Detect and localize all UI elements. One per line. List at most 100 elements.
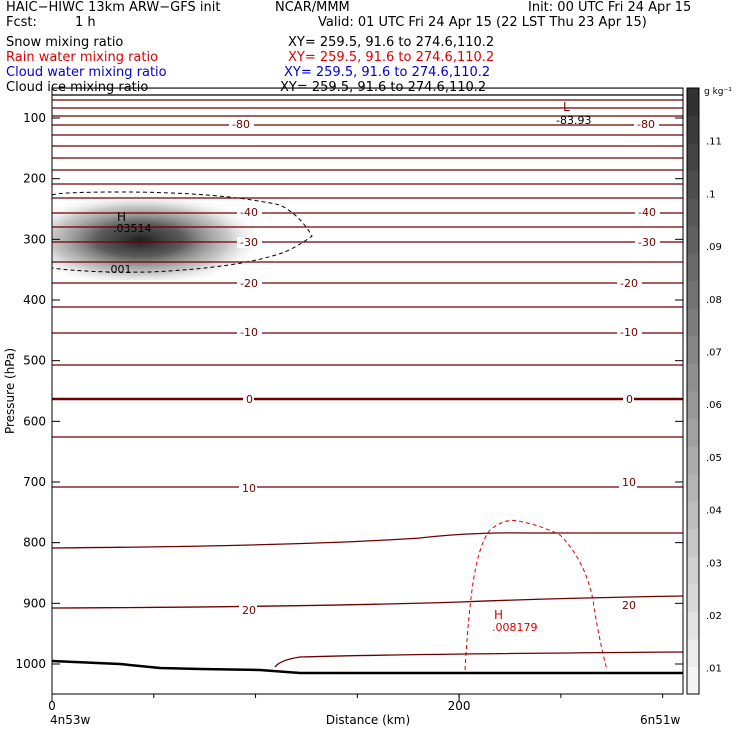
- contour-label-bg: [237, 278, 262, 289]
- init-time: Init: 00 UTC Fri 24 Apr 15: [528, 0, 692, 15]
- colorbar-swatch: [687, 253, 699, 282]
- high-value: .03514: [113, 222, 152, 235]
- colorbar-swatch: [687, 225, 699, 254]
- contour-label-bg: [619, 600, 637, 611]
- colorbar-frame: [686, 87, 700, 695]
- contour-label-bg: [239, 483, 257, 494]
- contour-label-bg: [635, 207, 660, 218]
- y-tick-label: 300: [23, 232, 46, 246]
- colorbar-tick-label: .11: [706, 137, 722, 148]
- y-tick-label: 500: [23, 354, 46, 368]
- colorbar-tick-label: .04: [706, 506, 722, 517]
- temperature-label: -30: [638, 236, 656, 249]
- contour-label-bg: [243, 394, 254, 405]
- low-marker: L: [563, 100, 570, 114]
- colorbar-swatch: [687, 501, 699, 530]
- temperature-label: -20: [620, 277, 638, 290]
- colorbar-swatch: [687, 556, 699, 585]
- contour-label-bg: [239, 605, 257, 616]
- temperature-contour: [52, 595, 683, 609]
- y-tick-label: 900: [23, 596, 46, 610]
- colorbar-swatch: [687, 446, 699, 475]
- field-name: Rain water mixing ratio: [6, 50, 159, 65]
- rain-contour: [464, 519, 608, 671]
- colorbar-swatch: [687, 418, 699, 447]
- colorbar-swatch: [687, 198, 699, 227]
- y-axis-label: Pressure (hPa): [3, 348, 17, 434]
- temperature-label: 0: [626, 393, 633, 406]
- temperature-label: -20: [240, 277, 258, 290]
- terrain-line: [51, 659, 683, 675]
- colorbar-tick-label: .01: [706, 664, 722, 675]
- colorbar-tick-label: .07: [706, 347, 722, 358]
- contour-label-bg: [634, 119, 659, 130]
- y-tick-label: 800: [23, 536, 46, 550]
- colorbar-swatch: [687, 335, 699, 364]
- y-tick-label: 100: [23, 111, 46, 125]
- colorbar-swatch: [687, 473, 699, 502]
- fcst-value: 1 h: [75, 15, 96, 30]
- temperature-label: -10: [240, 326, 258, 339]
- colorbar-tick-label: .05: [706, 453, 722, 464]
- snow-mixing-shading: [52, 200, 262, 280]
- colorbar-tick-label: .03: [706, 558, 722, 569]
- model-title: HAIC−HIWC 13km ARW−GFS init: [6, 0, 221, 15]
- y-tick-label: 400: [23, 293, 46, 307]
- y-tick-label: 700: [23, 475, 46, 489]
- colorbar-tick-label: .09: [706, 242, 722, 253]
- contour-label-bg: [623, 394, 634, 405]
- contour-label-bg: [237, 327, 262, 338]
- contour-label-bg: [229, 119, 254, 130]
- colorbar-swatch: [687, 280, 699, 309]
- colorbar-tick-label: .02: [706, 611, 722, 622]
- temperature-label: 10: [622, 476, 636, 489]
- temperature-label: 0: [246, 393, 253, 406]
- high-value: .008179: [492, 621, 538, 634]
- x-tick-label: 0: [48, 699, 56, 713]
- temperature-contour: [52, 532, 683, 549]
- contour-label-bg: [635, 237, 660, 248]
- contour-label-bg: [617, 278, 642, 289]
- x-tick-label: 200: [448, 699, 471, 713]
- contour-label-bg: [237, 207, 262, 218]
- fcst-label: Fcst:: [6, 15, 37, 30]
- colorbar-swatch: [687, 666, 699, 695]
- field-name: Cloud water mixing ratio: [6, 65, 167, 80]
- y-tick-label: 600: [23, 414, 46, 428]
- y-tick-label: 1000: [15, 657, 46, 671]
- field-xy: XY= 259.5, 91.6 to 274.6,110.2: [284, 65, 491, 80]
- colorbar-swatch: [687, 583, 699, 612]
- low-value: -83.93: [556, 114, 591, 127]
- high-marker: H: [117, 210, 126, 224]
- field-name: Snow mixing ratio: [6, 35, 124, 50]
- x-end-label: 6n51w: [640, 713, 681, 727]
- temperature-label: 10: [242, 482, 256, 495]
- colorbar-swatch: [687, 363, 699, 392]
- colorbar-unit: g kg⁻¹: [704, 87, 732, 97]
- plot-frame: [51, 87, 684, 695]
- colorbar-tick-label: .06: [706, 400, 722, 411]
- colorbar-swatch: [687, 391, 699, 420]
- contour-label-bg: [619, 477, 637, 488]
- colorbar-swatch: [687, 88, 699, 117]
- contour-label-bg: [237, 237, 262, 248]
- field-xy: XY= 259.5, 91.6 to 274.6,110.2: [288, 35, 495, 50]
- colorbar-swatch: [687, 143, 699, 172]
- contour-label-bg: [617, 327, 642, 338]
- colorbar-swatch: [687, 528, 699, 557]
- colorbar-swatch: [687, 638, 699, 667]
- temperature-label: -40: [240, 206, 258, 219]
- contour-value-label: .001: [107, 263, 132, 276]
- colorbar-tick-label: .08: [706, 295, 722, 306]
- x-axis-label: Distance (km): [326, 713, 410, 727]
- temperature-label: 20: [622, 599, 636, 612]
- valid-time: Valid: 01 UTC Fri 24 Apr 15 (22 LST Thu …: [318, 15, 647, 30]
- snow-contour-outer: [52, 191, 313, 273]
- colorbar-tick-label: .1: [706, 189, 716, 200]
- high-marker: H: [494, 608, 503, 622]
- temperature-label: -80: [232, 118, 250, 131]
- temperature-label: 20: [242, 604, 256, 617]
- x-start-label: 4n53w: [50, 713, 91, 727]
- temperature-label: -10: [620, 326, 638, 339]
